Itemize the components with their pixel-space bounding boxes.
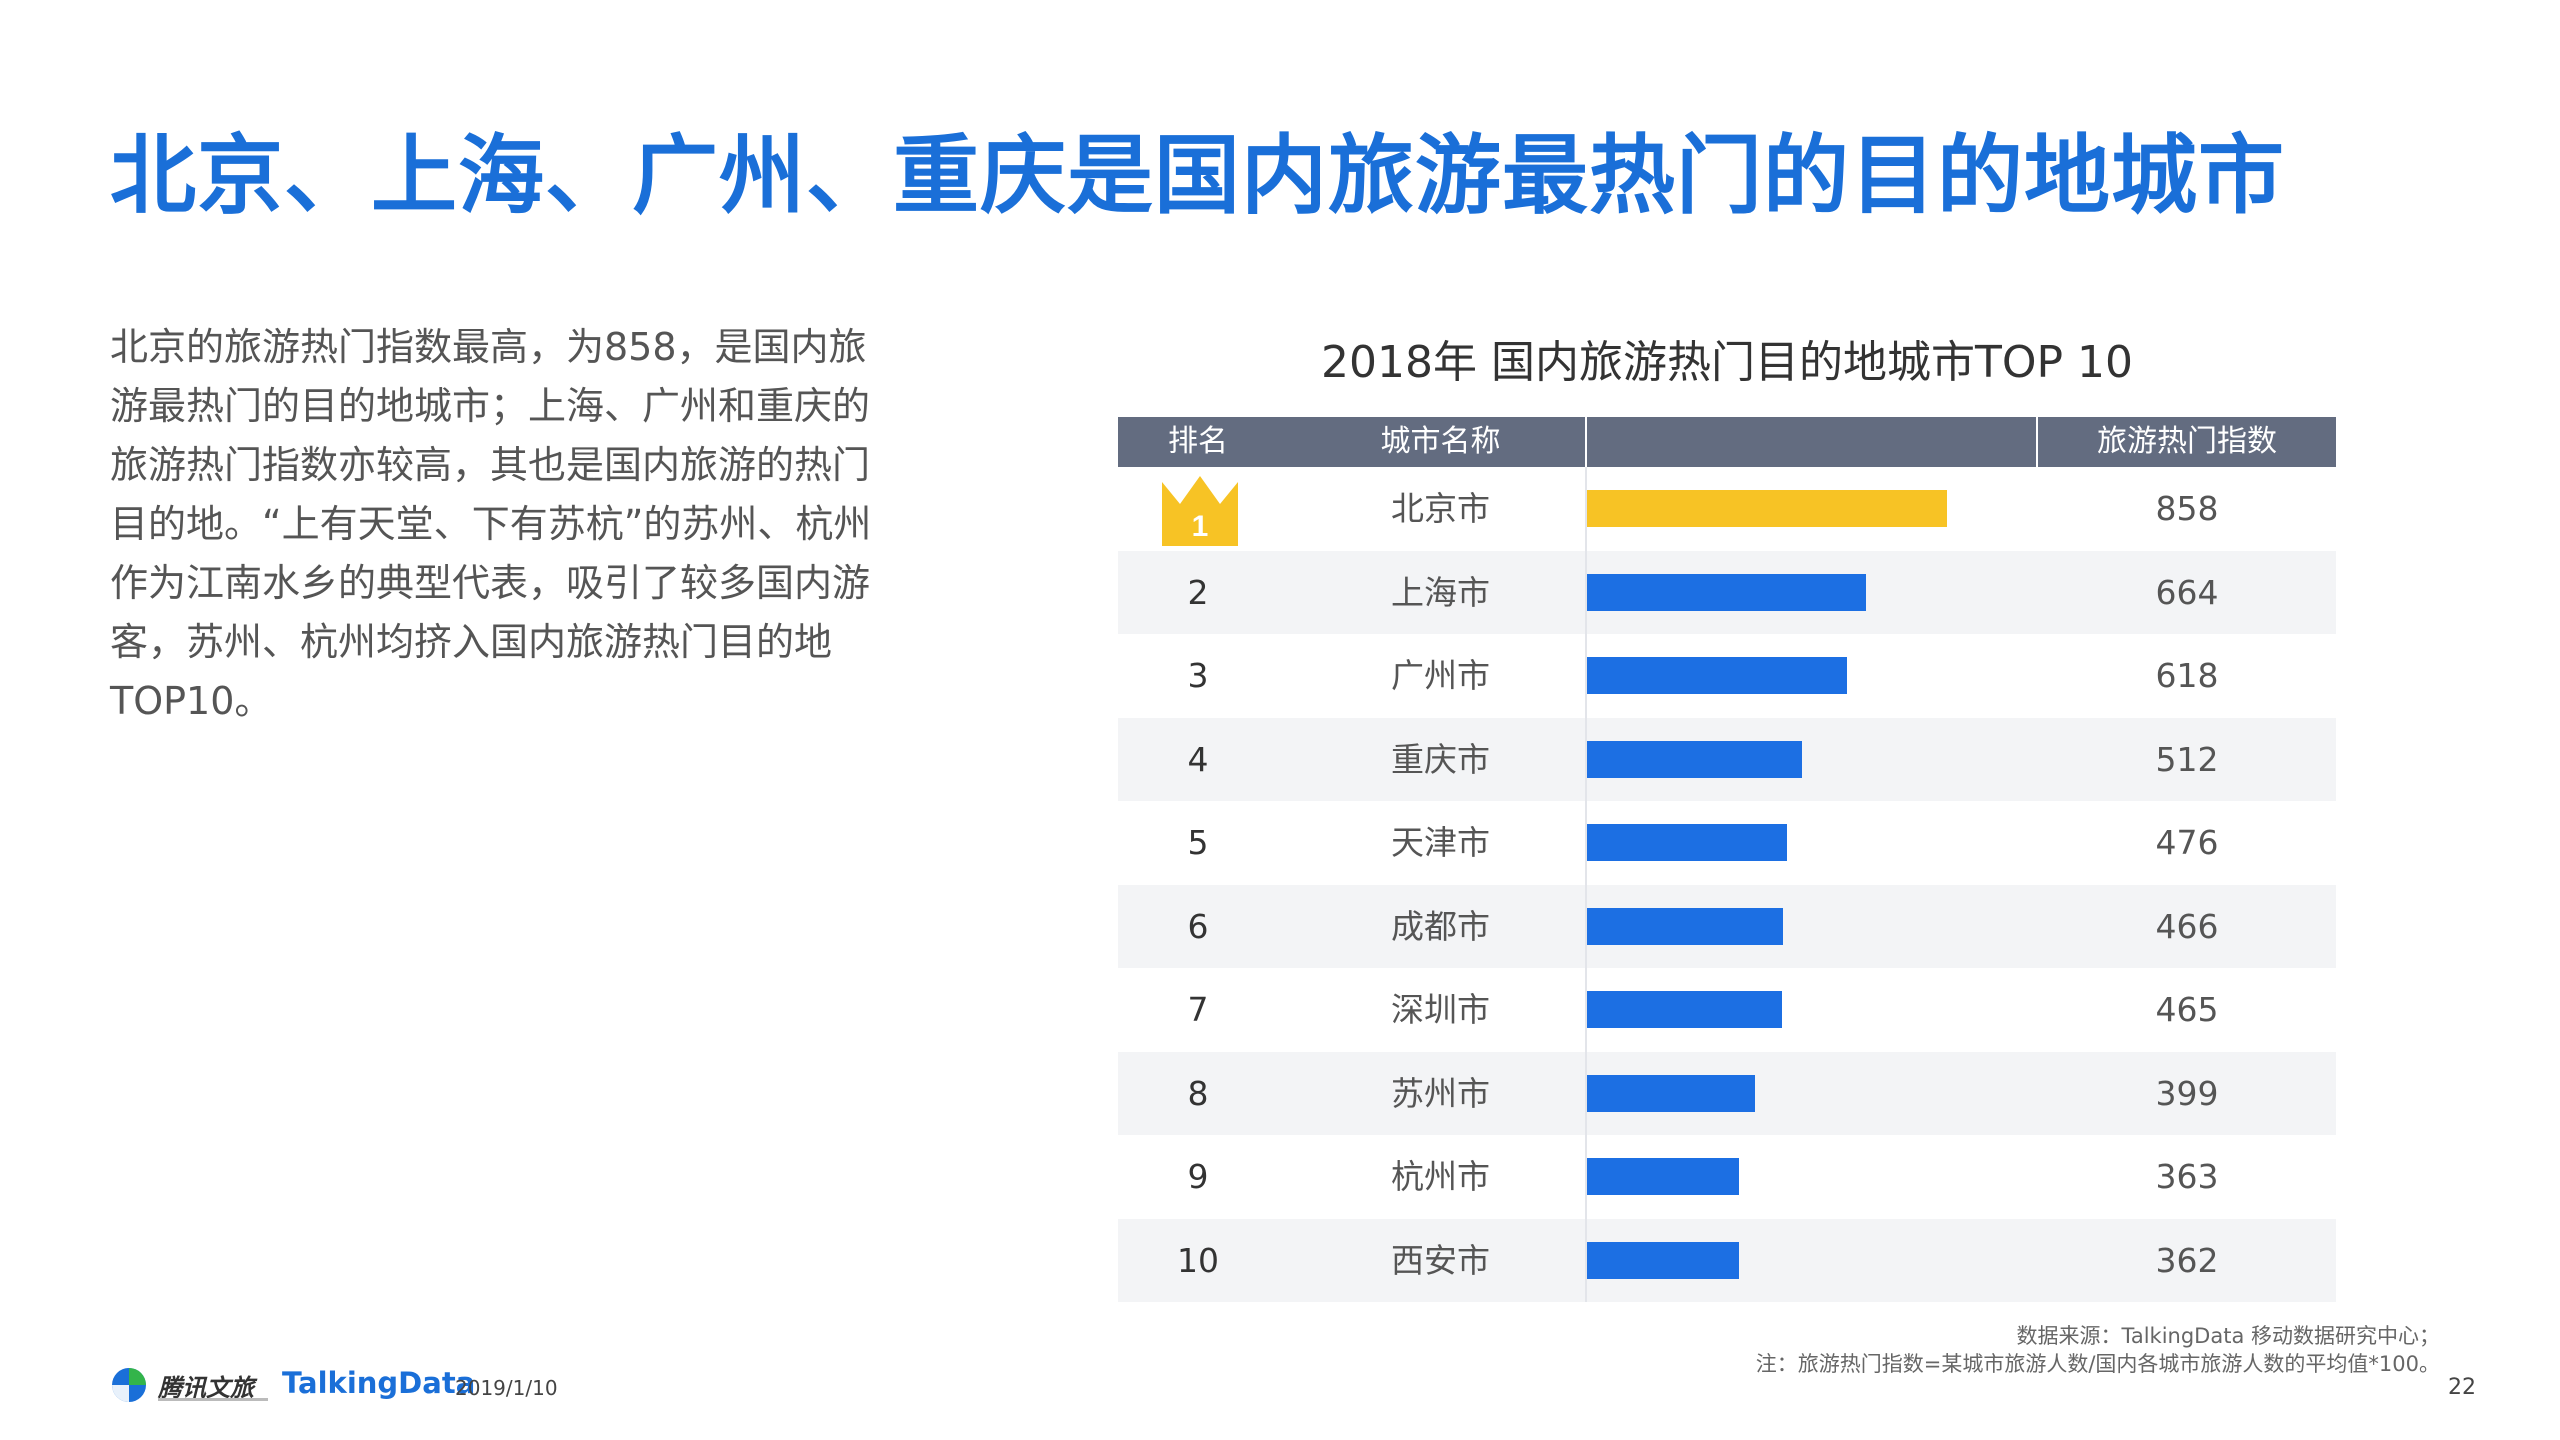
formula-note: 注：旅游热门指数=某城市旅游人数/国内各城市旅游人数的平均值*100。 (1755, 1352, 2440, 1376)
rank-label: 8 (1187, 1074, 1209, 1113)
value-label: 466 (2155, 907, 2219, 946)
table-row: 3 广州市 618 (1118, 634, 2336, 717)
bar (1587, 490, 1947, 527)
crown-icon: 1 (1162, 476, 1238, 546)
bar (1587, 574, 1866, 611)
value-label: 465 (2155, 990, 2219, 1029)
header-divider (2036, 417, 2038, 467)
city-label: 苏州市 (1391, 1074, 1490, 1113)
tencent-logo-tagline (158, 1398, 268, 1401)
value-label: 363 (2155, 1157, 2219, 1196)
talkingdata-logo: TalkingData (282, 1366, 476, 1400)
rank-label: 4 (1187, 740, 1209, 779)
bar (1587, 824, 1787, 861)
rank-label: 2 (1187, 573, 1209, 612)
table-row: 4 重庆市 512 (1118, 718, 2336, 801)
value-label: 858 (2155, 489, 2219, 528)
chart-axis-line (1585, 467, 1587, 1302)
chart-title: 2018年 国内旅游热门目的地城市TOP 10 (1321, 337, 2133, 388)
table-row: 5 天津市 476 (1118, 801, 2336, 884)
rank-label: 5 (1187, 823, 1209, 862)
bar (1587, 1075, 1755, 1112)
table-row: 8 苏州市 399 (1118, 1052, 2336, 1135)
value-label: 664 (2155, 573, 2219, 612)
page-title: 北京、上海、广州、重庆是国内旅游最热门的目的地城市 (110, 126, 2285, 226)
city-label: 深圳市 (1391, 990, 1490, 1029)
bar (1587, 991, 1782, 1028)
table-row: 7 深圳市 465 (1118, 968, 2336, 1051)
rank-label: 10 (1177, 1241, 1219, 1280)
city-label: 杭州市 (1391, 1157, 1490, 1196)
table-row: 10 西安市 362 (1118, 1219, 2336, 1302)
table-row: 6 成都市 466 (1118, 885, 2336, 968)
table-row: 9 杭州市 363 (1118, 1135, 2336, 1218)
rank-label: 6 (1187, 907, 1209, 946)
crown-rank-label: 1 (1192, 510, 1209, 543)
summary-text: 北京的旅游热门指数最高，为858，是国内旅游最热门的目的地城市；上海、广州和重庆… (110, 325, 872, 723)
city-label: 广州市 (1391, 656, 1490, 695)
chart-rows: 北京市 858 2 上海市 664 3 广州市 618 4 重庆市 512 5 天津市 476 6 成都市 46… (1118, 467, 2336, 1302)
page-number: 22 (2448, 1375, 2476, 1400)
tencent-logo-icon (112, 1368, 146, 1402)
bar (1587, 657, 1847, 694)
source-line: 数据来源：TalkingData 移动数据研究中心； (2016, 1324, 2440, 1348)
header-rank: 排名 (1168, 424, 1228, 459)
value-label: 618 (2155, 656, 2219, 695)
city-label: 上海市 (1391, 573, 1490, 612)
header-city: 城市名称 (1380, 424, 1501, 459)
value-label: 362 (2155, 1241, 2219, 1280)
city-label: 成都市 (1391, 907, 1490, 946)
city-label: 重庆市 (1391, 740, 1490, 779)
bar (1587, 1242, 1739, 1279)
bar (1587, 741, 1802, 778)
value-label: 399 (2155, 1074, 2219, 1113)
city-label: 北京市 (1391, 489, 1490, 528)
value-label: 476 (2155, 823, 2219, 862)
report-date: 2019/1/10 (455, 1376, 558, 1400)
city-label: 天津市 (1391, 823, 1490, 862)
tencent-logo-text: 腾讯文旅 (158, 1374, 254, 1402)
table-row: 2 上海市 664 (1118, 551, 2336, 634)
source-note: 数据来源：TalkingData 移动数据研究中心； 注：旅游热门指数=某城市旅… (1756, 1322, 2440, 1378)
rank-label: 9 (1187, 1157, 1209, 1196)
table-header: 排名 城市名称 旅游热门指数 (1118, 417, 2336, 467)
city-label: 西安市 (1391, 1241, 1490, 1280)
header-divider (1585, 417, 1587, 467)
header-index: 旅游热门指数 (2097, 424, 2277, 459)
table-row: 北京市 858 (1118, 467, 2336, 550)
rank-label: 3 (1187, 656, 1209, 695)
bar (1587, 908, 1783, 945)
rank-label: 7 (1187, 990, 1209, 1029)
bar (1587, 1158, 1739, 1195)
value-label: 512 (2155, 740, 2219, 779)
